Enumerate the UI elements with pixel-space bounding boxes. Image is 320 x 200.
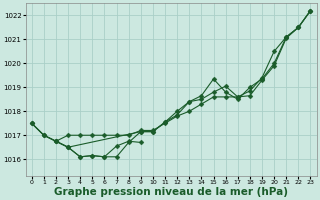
X-axis label: Graphe pression niveau de la mer (hPa): Graphe pression niveau de la mer (hPa)	[54, 187, 288, 197]
